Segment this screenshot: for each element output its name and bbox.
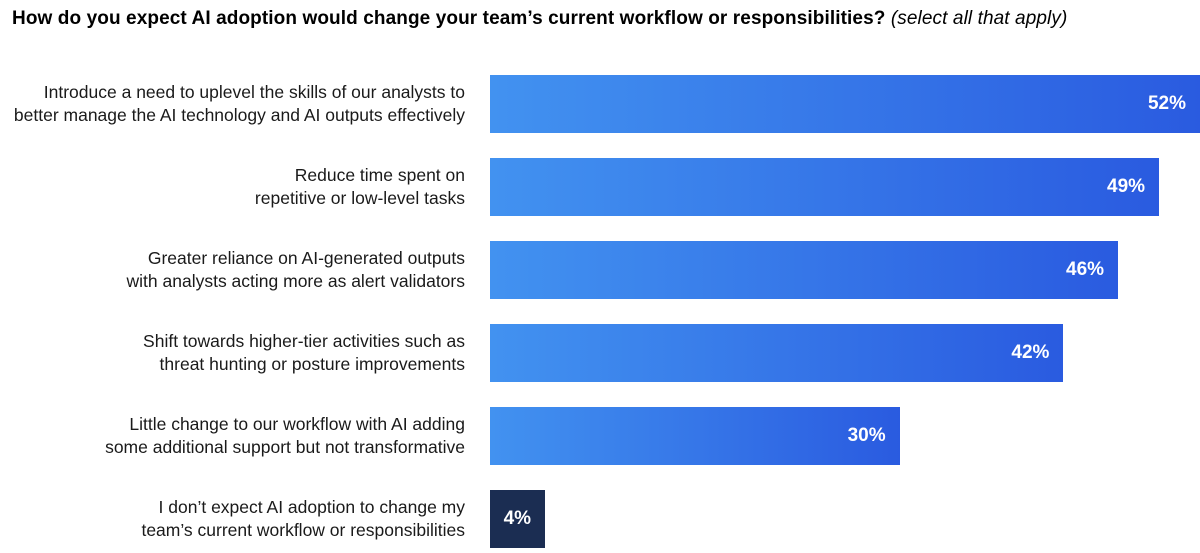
bar-value: 49% [1107,176,1146,197]
bar-label: Greater reliance on AI-generated outputs… [126,248,465,291]
bar: 4% [490,490,545,548]
chart-title-main: How do you expect AI adoption would chan… [12,8,886,29]
bar-area: 42% [490,324,1200,382]
bar-label: Introduce a need to uplevel the skills o… [13,82,465,125]
bar-label: I don’t expect AI adoption to change my … [141,497,465,540]
bar-row: I don’t expect AI adoption to change my … [0,490,1200,548]
bar-row: Little change to our workflow with AI ad… [0,407,1200,465]
bar-area: 49% [490,158,1200,216]
bar-label: Reduce time spent on repetitive or low-l… [254,165,465,208]
bar: 49% [490,158,1160,216]
bar-area: 52% [490,75,1200,133]
bar-label: Shift towards higher-tier activities suc… [143,331,465,374]
bar-area: 4% [490,490,1200,548]
bar-value: 46% [1066,259,1105,280]
bar-value: 30% [847,425,886,446]
bar: 46% [490,241,1119,299]
chart-title: How do you expect AI adoption would chan… [12,8,1067,30]
bar-area: 30% [490,407,1200,465]
chart-title-note: (select all that apply) [890,8,1068,29]
bar-value: 42% [1011,342,1050,363]
bar-label: Little change to our workflow with AI ad… [105,414,465,457]
bar-row: Greater reliance on AI-generated outputs… [0,241,1200,299]
bar-row: Reduce time spent on repetitive or low-l… [0,158,1200,216]
bar-chart: Introduce a need to uplevel the skills o… [0,75,1200,548]
bar-area: 46% [490,241,1200,299]
bar: 30% [490,407,900,465]
bar: 52% [490,75,1200,133]
bar: 42% [490,324,1064,382]
bar-value: 52% [1147,93,1186,114]
bar-row: Shift towards higher-tier activities suc… [0,324,1200,382]
bar-value: 4% [503,508,532,529]
bar-row: Introduce a need to uplevel the skills o… [0,75,1200,133]
